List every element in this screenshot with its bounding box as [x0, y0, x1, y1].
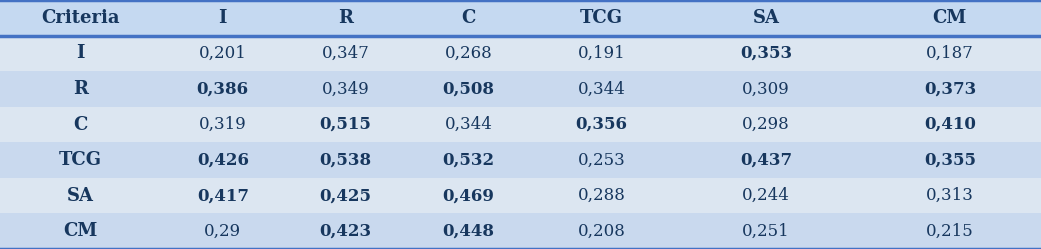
Text: SA: SA [753, 9, 780, 27]
Bar [0, 71, 1041, 107]
Text: 0,215: 0,215 [926, 223, 973, 240]
Text: 0,208: 0,208 [578, 223, 626, 240]
Bar [0, 107, 1041, 142]
Text: 0,319: 0,319 [199, 116, 247, 133]
Text: SA: SA [68, 187, 94, 205]
Text: 0,426: 0,426 [197, 152, 249, 169]
Text: 0,538: 0,538 [320, 152, 372, 169]
Text: 0,423: 0,423 [320, 223, 372, 240]
Bar [0, 213, 1041, 249]
Bar [0, 36, 1041, 71]
Text: 0,268: 0,268 [445, 45, 492, 62]
Text: 0,349: 0,349 [322, 80, 370, 97]
Text: 0,373: 0,373 [923, 80, 976, 97]
Text: TCG: TCG [59, 151, 102, 169]
Text: 0,244: 0,244 [742, 187, 790, 204]
Text: 0,288: 0,288 [578, 187, 626, 204]
Text: R: R [338, 9, 353, 27]
Text: 0,298: 0,298 [742, 116, 790, 133]
Text: C: C [74, 116, 87, 133]
Text: 0,508: 0,508 [442, 80, 494, 97]
Text: I: I [219, 9, 227, 27]
Text: C: C [461, 9, 476, 27]
Bar [0, 0, 1041, 36]
Text: I: I [76, 44, 85, 62]
Text: CM: CM [933, 9, 967, 27]
Text: 0,187: 0,187 [926, 45, 973, 62]
Text: 0,410: 0,410 [924, 116, 975, 133]
Text: 0,353: 0,353 [740, 45, 792, 62]
Text: 0,201: 0,201 [199, 45, 247, 62]
Text: 0,469: 0,469 [442, 187, 494, 204]
Text: 0,515: 0,515 [320, 116, 372, 133]
Text: Criteria: Criteria [42, 9, 120, 27]
Text: 0,386: 0,386 [197, 80, 249, 97]
Bar [0, 178, 1041, 213]
Text: 0,253: 0,253 [578, 152, 626, 169]
Text: 0,313: 0,313 [926, 187, 973, 204]
Text: 0,344: 0,344 [578, 80, 626, 97]
Text: 0,417: 0,417 [197, 187, 249, 204]
Text: 0,425: 0,425 [320, 187, 372, 204]
Text: 0,437: 0,437 [740, 152, 792, 169]
Text: 0,251: 0,251 [742, 223, 790, 240]
Text: 0,191: 0,191 [578, 45, 626, 62]
Bar [0, 142, 1041, 178]
Text: 0,347: 0,347 [322, 45, 370, 62]
Text: CM: CM [64, 222, 98, 240]
Text: 0,29: 0,29 [204, 223, 242, 240]
Text: 0,344: 0,344 [445, 116, 492, 133]
Text: 0,355: 0,355 [924, 152, 975, 169]
Text: 0,356: 0,356 [576, 116, 628, 133]
Text: 0,309: 0,309 [742, 80, 790, 97]
Text: R: R [73, 80, 88, 98]
Text: TCG: TCG [580, 9, 624, 27]
Text: 0,532: 0,532 [442, 152, 494, 169]
Text: 0,448: 0,448 [442, 223, 494, 240]
